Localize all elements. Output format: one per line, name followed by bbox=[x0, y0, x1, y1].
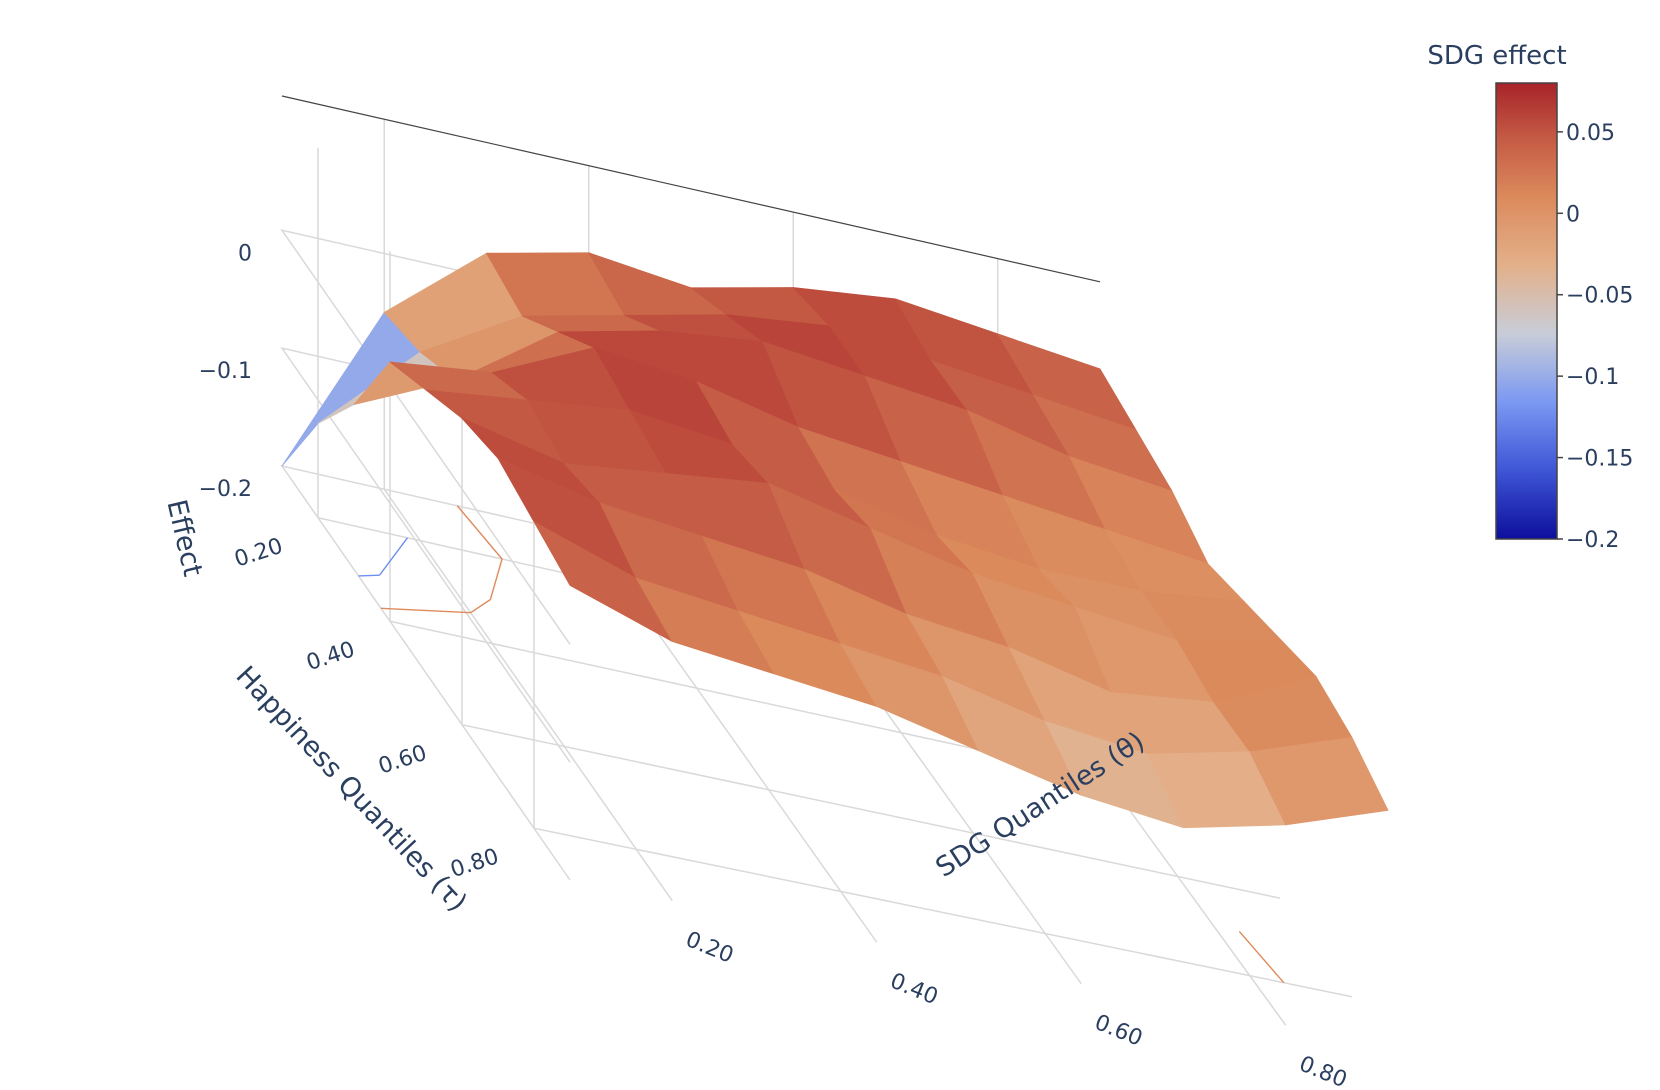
floor-contour-segment bbox=[456, 505, 503, 560]
colorbar-tick-label: −0.1 bbox=[1566, 365, 1619, 390]
colorbar: SDG effect 0.05 0 −0.05 −0.1 −0.15 −0.2 bbox=[1427, 41, 1633, 553]
z-axis-title: Effect bbox=[160, 497, 208, 580]
x-tick-label: 0.80 bbox=[1296, 1052, 1351, 1090]
floor-contour-segment bbox=[380, 607, 471, 614]
floor-contour-segment bbox=[1238, 930, 1285, 984]
surface-mesh[interactable] bbox=[281, 252, 1389, 829]
colorbar-ticks: 0.05 0 −0.05 −0.1 −0.15 −0.2 bbox=[1557, 121, 1633, 553]
floor-grid-line bbox=[533, 827, 1353, 998]
colorbar-tick-label: −0.15 bbox=[1566, 447, 1633, 472]
colorbar-tick-label: −0.2 bbox=[1566, 528, 1619, 553]
z-tick-label: −0.1 bbox=[199, 359, 252, 384]
floor-contour-segment bbox=[489, 558, 503, 600]
y-tick-label: 0.20 bbox=[232, 534, 286, 573]
colorbar-tick-label: 0.05 bbox=[1566, 121, 1615, 146]
y-axis-title: Happiness Quantiles (τ) bbox=[230, 660, 473, 918]
colorbar-tick-label: 0 bbox=[1566, 202, 1580, 227]
x-tick-label: 0.60 bbox=[1091, 1010, 1146, 1052]
z-tick-label: 0 bbox=[238, 241, 252, 266]
y-tick-label: 0.40 bbox=[304, 637, 358, 676]
y-tick-label: 0.60 bbox=[376, 741, 430, 780]
colorbar-title: SDG effect bbox=[1427, 41, 1566, 71]
colorbar-bar bbox=[1495, 82, 1558, 540]
floor-contour-segment bbox=[358, 574, 380, 577]
floor-contour-segment bbox=[470, 599, 491, 614]
floor-contours bbox=[358, 505, 1285, 984]
x-tick-label: 0.40 bbox=[887, 969, 942, 1011]
back-top-edge bbox=[281, 95, 1101, 283]
floor-grid-line bbox=[461, 724, 1281, 899]
z-tick-label: −0.2 bbox=[199, 477, 252, 502]
x-tick-label: 0.20 bbox=[682, 927, 737, 969]
floor-grid-line bbox=[383, 488, 673, 902]
colorbar-tick-label: −0.05 bbox=[1566, 284, 1633, 309]
floor-contour-segment bbox=[379, 537, 409, 576]
surface-patch[interactable] bbox=[1249, 737, 1389, 826]
